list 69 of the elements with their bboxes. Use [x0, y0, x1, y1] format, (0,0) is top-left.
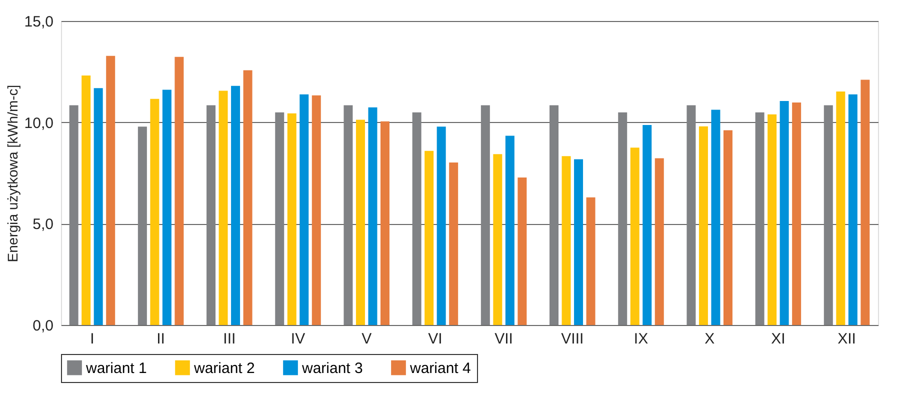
- bar: [344, 105, 353, 325]
- bar: [275, 112, 284, 325]
- x-tick-label: VI: [428, 330, 442, 348]
- bar: [711, 110, 720, 325]
- bar: [480, 105, 490, 325]
- bar: [380, 121, 390, 325]
- bar: [150, 98, 160, 325]
- legend-label: wariant 1: [85, 360, 147, 377]
- x-tick-label: XII: [838, 330, 856, 348]
- bar: [860, 80, 870, 325]
- bar: [300, 94, 309, 325]
- x-tick-label: IV: [290, 330, 306, 348]
- x-tick-label: III: [223, 330, 236, 348]
- bar: [768, 114, 777, 325]
- y-tick-label: 10,0: [24, 114, 54, 132]
- bar: [162, 90, 172, 325]
- bar: [231, 86, 240, 325]
- bar: [69, 105, 78, 325]
- x-tick-label: II: [156, 330, 165, 348]
- x-tick-label: XI: [771, 330, 786, 348]
- bar: [618, 112, 628, 325]
- bar: [174, 56, 184, 325]
- bar: [449, 162, 458, 325]
- bar: [780, 101, 789, 325]
- bar: [312, 95, 321, 325]
- x-tick-label: VIII: [561, 330, 584, 348]
- bar: [630, 148, 640, 325]
- legend-label: wariant 2: [193, 360, 255, 377]
- bar: [562, 156, 571, 325]
- bar: [493, 154, 502, 325]
- bar: [106, 56, 116, 325]
- bar: [836, 92, 846, 325]
- bar: [698, 126, 708, 325]
- legend-label: wariant 3: [301, 360, 363, 377]
- y-tick-label: 0,0: [32, 318, 54, 334]
- y-tick-label: 5,0: [32, 216, 54, 234]
- bar: [824, 105, 833, 325]
- x-tick-label: VII: [494, 330, 513, 348]
- x-tick-label: IX: [634, 330, 648, 348]
- bar: [755, 112, 764, 325]
- bar: [586, 197, 596, 325]
- bar: [94, 88, 103, 325]
- bar: [424, 150, 434, 325]
- bar: [848, 94, 858, 325]
- x-tick-label: X: [704, 330, 715, 348]
- bar: [550, 105, 559, 325]
- bar: [368, 107, 378, 325]
- bar: [574, 159, 584, 325]
- bar: [243, 70, 252, 325]
- bar: [686, 105, 696, 325]
- y-tick-label: 15,0: [24, 14, 54, 30]
- y-axis-title: Energia użytkowa [kWh/m-c]: [4, 84, 20, 262]
- bar: [356, 120, 365, 325]
- bar: [792, 102, 802, 325]
- bar: [518, 177, 527, 325]
- bar: [654, 158, 664, 325]
- bar: [287, 113, 296, 325]
- bar: [642, 124, 652, 325]
- bar: [723, 130, 732, 325]
- x-tick-label: I: [90, 330, 94, 348]
- x-tick-label: V: [362, 330, 372, 348]
- legend-label: wariant 4: [409, 360, 471, 377]
- bar: [206, 105, 216, 325]
- bar: [82, 76, 91, 325]
- bar: [138, 126, 147, 325]
- bar: [218, 90, 228, 325]
- bar: [505, 136, 514, 325]
- bar: [412, 112, 422, 325]
- bar: [436, 126, 446, 325]
